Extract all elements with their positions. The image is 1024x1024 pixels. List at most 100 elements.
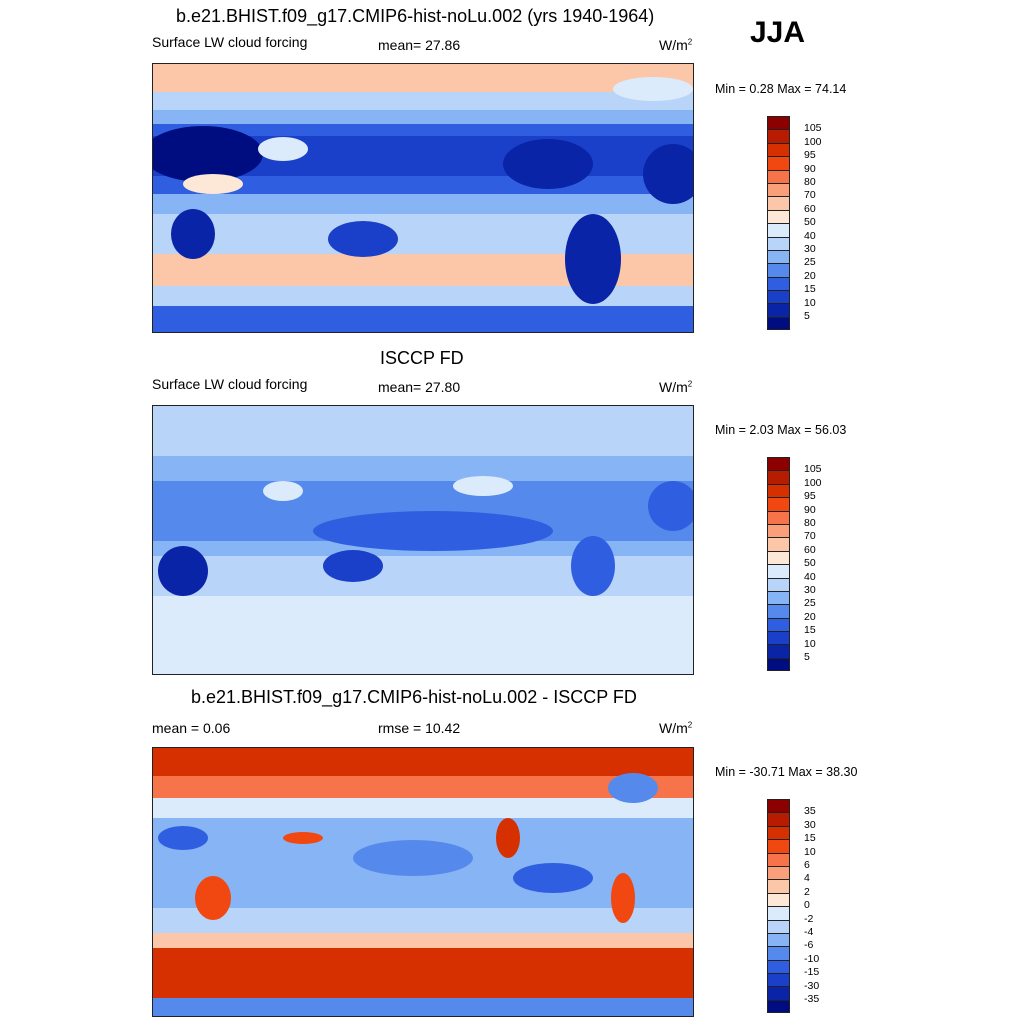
colorbar-swatch [767, 812, 790, 826]
colorbar-tick-label: 20 [804, 610, 816, 623]
panel-1-units: W/m2 [659, 37, 693, 53]
colorbar-tick-label: 5 [804, 651, 810, 663]
colorbar-tick-label: 4 [804, 872, 810, 885]
colorbar-swatch [767, 865, 790, 880]
colorbar-tick-label: 25 [804, 597, 816, 610]
panel-2-minmax: Min = 2.03 Max = 56.03 [715, 423, 847, 437]
colorbar-tick-label: 30 [804, 584, 816, 596]
colorbar-swatch [767, 142, 790, 157]
panel-2-colorbar [767, 457, 790, 672]
colorbar-tick-label: 100 [804, 476, 822, 489]
colorbar-tick-label: 0 [804, 899, 810, 912]
colorbar-swatch [767, 657, 790, 672]
colorbar-tick-label: 35 [804, 805, 816, 818]
colorbar-swatch [767, 223, 790, 237]
panel-2-map [152, 405, 694, 675]
colorbar-swatch [767, 182, 790, 197]
panel-1-minmax: Min = 0.28 Max = 74.14 [715, 82, 847, 96]
panel-2-title: ISCCP FD [380, 348, 464, 368]
colorbar-tick-label: 105 [804, 122, 822, 135]
colorbar-swatch [767, 303, 790, 317]
colorbar-swatch [767, 564, 790, 578]
panel-3-title: b.e21.BHIST.f09_g17.CMIP6-hist-noLu.002 … [191, 687, 637, 707]
colorbar-tick-label: -6 [804, 939, 814, 952]
colorbar-tick-label: 6 [804, 859, 810, 871]
colorbar-swatch [767, 879, 790, 893]
panel-3-units: W/m2 [659, 720, 693, 736]
colorbar-tick-label: 105 [804, 463, 822, 476]
colorbar-swatch [767, 999, 790, 1014]
colorbar-tick-label: 60 [804, 202, 816, 215]
colorbar-tick-label: 25 [804, 256, 816, 269]
colorbar-swatch [767, 906, 790, 920]
colorbar-tick-label: 40 [804, 570, 816, 583]
colorbar-swatch [767, 825, 790, 840]
season-label: JJA [750, 16, 806, 49]
panel-3-minmax: Min = -30.71 Max = 38.30 [715, 765, 858, 779]
colorbar-tick-label: 70 [804, 189, 816, 202]
colorbar-swatch [767, 497, 790, 511]
colorbar-swatch [767, 590, 790, 605]
colorbar-tick-label: 10 [804, 637, 816, 650]
panel-2-mean: mean= 27.80 [378, 379, 461, 395]
colorbar-tick-label: 95 [804, 490, 816, 503]
colorbar-swatch [767, 249, 790, 264]
colorbar-swatch [767, 550, 790, 565]
colorbar-swatch [767, 276, 790, 291]
colorbar-swatch [767, 236, 790, 250]
colorbar-swatch [767, 973, 790, 987]
colorbar-tick-label: 15 [804, 832, 816, 845]
panel-3-map [152, 747, 694, 1017]
colorbar-tick-label: 30 [804, 243, 816, 255]
colorbar-swatch [767, 986, 790, 1000]
colorbar-tick-label: 2 [804, 885, 810, 898]
colorbar-tick-label: -2 [804, 912, 814, 925]
panel-1-title: b.e21.BHIST.f09_g17.CMIP6-hist-noLu.002 … [176, 6, 655, 26]
colorbar-swatch [767, 631, 790, 645]
panel-2-variable-label: Surface LW cloud forcing [152, 376, 308, 392]
colorbar-tick-label: 20 [804, 269, 816, 282]
colorbar-tick-label: 40 [804, 229, 816, 242]
colorbar-swatch [767, 852, 790, 866]
colorbar-tick-label: 100 [804, 135, 822, 148]
colorbar-swatch [767, 510, 790, 524]
colorbar-swatch [767, 932, 790, 947]
panel-3-colorbar [767, 799, 790, 1014]
colorbar-tick-label: 80 [804, 517, 816, 529]
colorbar-tick-label: 10 [804, 296, 816, 309]
colorbar-swatch [767, 209, 790, 224]
colorbar-swatch [767, 892, 790, 907]
colorbar-swatch [767, 457, 790, 471]
colorbar-swatch [767, 483, 790, 498]
colorbar-tick-label: 90 [804, 162, 816, 175]
colorbar-tick-label: 15 [804, 624, 816, 637]
colorbar-swatch [767, 799, 790, 813]
colorbar-swatch [767, 196, 790, 210]
colorbar-tick-label: 15 [804, 283, 816, 296]
colorbar-swatch [767, 263, 790, 277]
colorbar-tick-label: 95 [804, 149, 816, 162]
colorbar-tick-label: 80 [804, 176, 816, 188]
colorbar-tick-label: -10 [804, 952, 820, 965]
colorbar-tick-label: -30 [804, 979, 820, 992]
colorbar-tick-label: -35 [804, 993, 820, 1005]
colorbar-swatch [767, 919, 790, 933]
colorbar-swatch [767, 537, 790, 551]
colorbar-swatch [767, 617, 790, 632]
panel-3-rmse: rmse = 10.42 [378, 720, 461, 736]
panel-1-map [152, 63, 694, 333]
panel-2-units: W/m2 [659, 379, 693, 395]
colorbar-swatch [767, 644, 790, 658]
colorbar-swatch [767, 577, 790, 591]
colorbar-tick-label: -4 [804, 926, 814, 938]
panel-3-mean: mean = 0.06 [152, 720, 231, 736]
panel-1-colorbar [767, 116, 790, 331]
colorbar-swatch [767, 316, 790, 331]
colorbar-tick-label: 50 [804, 216, 816, 229]
colorbar-tick-label: 5 [804, 310, 810, 322]
colorbar-swatch [767, 604, 790, 618]
colorbar-tick-label: 50 [804, 557, 816, 570]
colorbar-swatch [767, 839, 790, 853]
colorbar-swatch [767, 946, 790, 960]
colorbar-tick-label: 90 [804, 503, 816, 516]
